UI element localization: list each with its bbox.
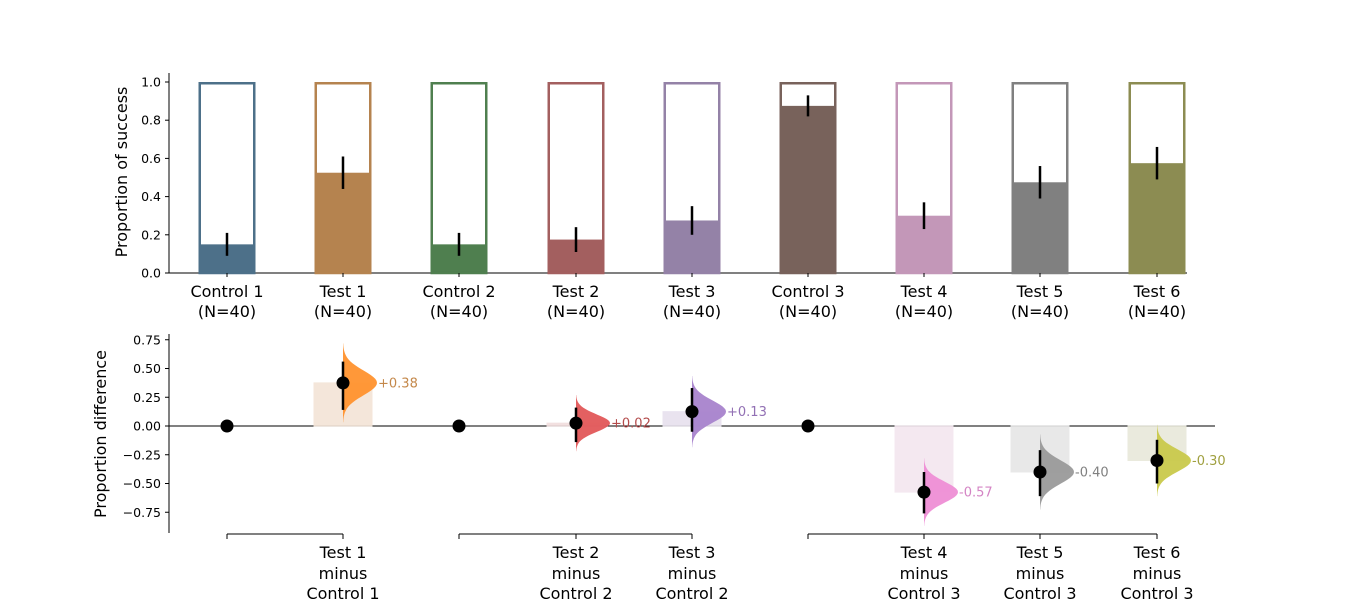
top-x-tick-n-label: (N=40) bbox=[547, 302, 605, 321]
top-y-tick-label: 1.0 bbox=[141, 75, 161, 90]
top-y-axis-label: Proportion of success bbox=[112, 87, 131, 258]
top-x-tick-label: Control 2 bbox=[422, 282, 495, 301]
top-x-tick-n-label: (N=40) bbox=[314, 302, 372, 321]
contrast-control-label: Control 3 bbox=[887, 584, 960, 600]
contrast-control-label: Control 2 bbox=[655, 584, 728, 600]
proportion-bar-fill bbox=[779, 105, 837, 273]
top-y-tick-label: 0.8 bbox=[141, 113, 161, 128]
delta-point bbox=[685, 405, 699, 419]
top-x-tick-label: Test 4 bbox=[900, 282, 948, 301]
delta-value-label: -0.57 bbox=[959, 486, 993, 501]
top-x-tick-label: Test 1 bbox=[319, 282, 367, 301]
control-reference-dot bbox=[220, 419, 234, 433]
contrast-control-label: Control 1 bbox=[306, 584, 379, 600]
top-x-tick-label: Test 3 bbox=[668, 282, 716, 301]
delta-point bbox=[1033, 465, 1047, 479]
top-y-tick-label: 0.0 bbox=[141, 266, 161, 281]
delta-panel: 0.75 0.50 0.25 0.00 −0.25 −0.50 −0.75 +0.38 Test… bbox=[123, 332, 1226, 600]
top-x-tick-n-label: (N=40) bbox=[430, 302, 488, 321]
contrast-minus-label: minus bbox=[668, 564, 717, 583]
control-reference-dot bbox=[452, 419, 466, 433]
contrast-test-label: Test 2 bbox=[552, 543, 600, 562]
contrast-test-label: Test 6 bbox=[1133, 543, 1181, 562]
top-x-tick-n-label: (N=40) bbox=[663, 302, 721, 321]
bottom-y-tick-label: −0.50 bbox=[123, 476, 161, 491]
delta-value-label: -0.40 bbox=[1075, 466, 1109, 481]
top-y-tick-label: 0.6 bbox=[141, 151, 161, 166]
contrast-minus-label: minus bbox=[900, 564, 949, 583]
contrast-minus-label: minus bbox=[1133, 564, 1182, 583]
top-x-tick-label: Control 3 bbox=[771, 282, 844, 301]
delta-value-label: +0.38 bbox=[378, 376, 418, 391]
top-x-tick-n-label: (N=40) bbox=[1011, 302, 1069, 321]
delta-point bbox=[569, 416, 583, 430]
contrast-test-label: Test 4 bbox=[900, 543, 948, 562]
contrast-control-label: Control 2 bbox=[539, 584, 612, 600]
top-y-tick-label: 0.2 bbox=[141, 227, 161, 242]
top-x-tick-label: Test 5 bbox=[1016, 282, 1064, 301]
proportion-bar-fill bbox=[314, 172, 372, 273]
bottom-y-axis-label: Proportion difference bbox=[91, 350, 110, 518]
delta-point bbox=[1150, 454, 1164, 467]
contrast-control-label: Control 3 bbox=[1003, 584, 1076, 600]
bootstrap-violin bbox=[576, 394, 610, 452]
contrast-minus-label: minus bbox=[552, 564, 601, 583]
contrast-minus-label: minus bbox=[319, 564, 368, 583]
delta-value-label: +0.02 bbox=[611, 417, 651, 432]
contrast-control-label: Control 3 bbox=[1120, 584, 1193, 600]
bootstrap-violin bbox=[924, 458, 958, 526]
top-x-tick-n-label: (N=40) bbox=[1128, 302, 1186, 321]
delta-point bbox=[336, 376, 350, 390]
contrast-test-label: Test 1 bbox=[319, 543, 367, 562]
control-reference-dot bbox=[801, 419, 815, 433]
top-x-tick-label: Test 6 bbox=[1133, 282, 1181, 301]
proportion-bar-fill bbox=[1128, 163, 1186, 273]
bootstrap-violin bbox=[343, 343, 377, 423]
top-y-tick-label: 0.4 bbox=[141, 189, 161, 204]
bootstrap-violin bbox=[1040, 434, 1074, 510]
top-x-tick-n-label: (N=40) bbox=[779, 302, 837, 321]
delta-value-label: +0.13 bbox=[727, 405, 767, 420]
delta-value-label: -0.30 bbox=[1192, 454, 1226, 469]
bootstrap-violin bbox=[692, 375, 726, 448]
bottom-y-tick-label: 0.00 bbox=[133, 419, 161, 434]
contrast-test-label: Test 3 bbox=[668, 543, 716, 562]
top-x-tick-label: Test 2 bbox=[552, 282, 600, 301]
bottom-y-tick-label: 0.50 bbox=[133, 361, 161, 376]
top-x-tick-n-label: (N=40) bbox=[198, 302, 256, 321]
contrast-minus-label: minus bbox=[1016, 564, 1065, 583]
contrast-test-label: Test 5 bbox=[1016, 543, 1064, 562]
bootstrap-violin bbox=[1157, 424, 1191, 497]
top-x-tick-n-label: (N=40) bbox=[895, 302, 953, 321]
bottom-y-tick-label: 0.75 bbox=[133, 332, 161, 347]
delta-point bbox=[917, 485, 931, 499]
bottom-y-tick-label: 0.25 bbox=[133, 390, 161, 405]
bottom-y-tick-label: −0.75 bbox=[123, 505, 161, 520]
top-x-tick-label: Control 1 bbox=[190, 282, 263, 301]
bottom-y-tick-label: −0.25 bbox=[123, 447, 161, 462]
